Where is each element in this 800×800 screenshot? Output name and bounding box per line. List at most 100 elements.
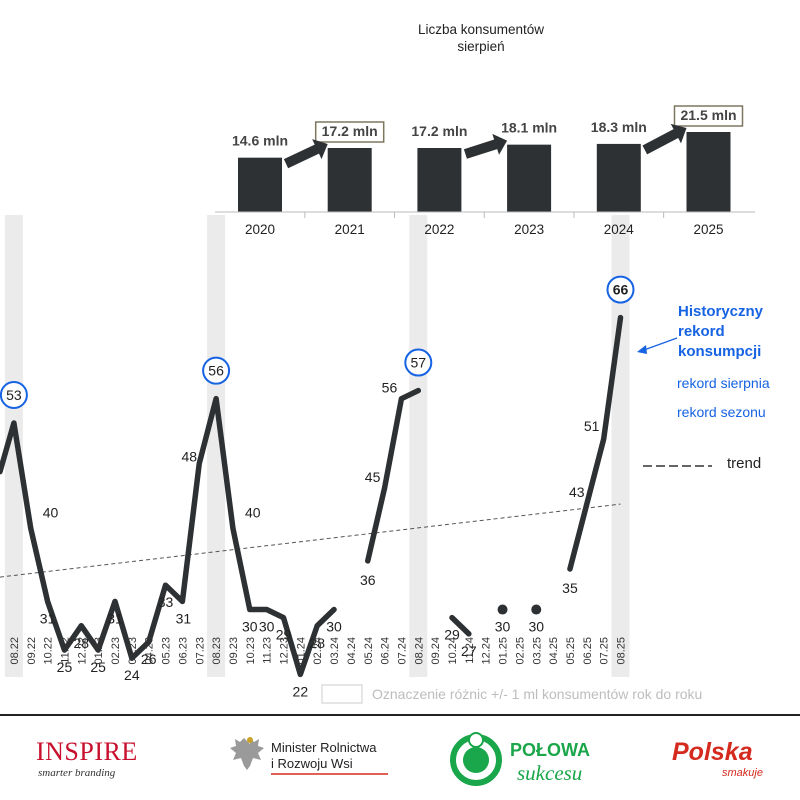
x-tick-04.24: 04.24 — [346, 637, 358, 665]
x-tick-06.24: 06.24 — [380, 637, 392, 665]
eagle-emblem-icon — [230, 737, 264, 770]
line-value-label-06.25: 43 — [569, 484, 585, 500]
bar-series: 14.6 mln 17.2 mln 17.2 mln 18.1 mln 18.3 mln… — [232, 105, 744, 212]
x-tick-02.25: 02.25 — [514, 637, 526, 665]
line-value-label-10.23: 30 — [242, 619, 258, 635]
inspire-logo: INSPIRE smarter branding — [36, 737, 138, 779]
line-value-label-02.23: 31 — [107, 610, 123, 626]
x-tick-01.24: 01.24 — [295, 637, 307, 665]
record-august-label: rekord sierpnia — [677, 375, 770, 391]
x-tick-03.24: 03.24 — [329, 637, 341, 665]
x-tick-07.25: 07.25 — [599, 637, 611, 665]
bar-category-label: 2022 — [424, 222, 454, 237]
line-value-label-03.23: 24 — [124, 667, 140, 683]
x-tick-08.24: 08.24 — [413, 637, 425, 665]
bar-2023 — [507, 144, 552, 212]
x-tick-07.23: 07.23 — [194, 637, 206, 665]
shading-legend-label: Oznaczenie różnic +/- 1 ml konsumentów r… — [372, 686, 702, 702]
bar-category-label: 2024 — [604, 222, 635, 237]
line-value-label-07.25: 51 — [584, 418, 600, 434]
record-title-line1: Historyczny — [678, 303, 764, 320]
trend-legend: trend — [643, 455, 761, 472]
x-tick-06.25: 06.25 — [582, 637, 594, 665]
bar-category-label: 2020 — [245, 222, 275, 237]
line-point-03.25 — [531, 604, 542, 615]
line-value-label-04.23: 26 — [141, 651, 157, 667]
x-tick-09.22: 09.22 — [26, 637, 38, 665]
polowa-sukcesu-logo: POŁOWA sukcesu — [450, 732, 590, 786]
bar-2024 — [596, 143, 641, 212]
bar-chart-title-line1: Liczba konsumentów — [418, 22, 544, 37]
ministry-logo: Minister Rolnictwa i Rozwoju Wsi — [230, 737, 388, 775]
line-value-label-12.23: 29 — [276, 627, 292, 643]
bar-value-label: 17.2 mln — [411, 123, 467, 139]
line-value-label-10.22: 31 — [40, 610, 56, 626]
bar-2021 — [327, 148, 372, 212]
shading-legend-swatch — [321, 684, 363, 704]
x-tick-09.24: 09.24 — [430, 637, 442, 665]
record-annotation: Historyczny rekord konsumpcji rekord sie… — [637, 303, 770, 420]
line-segment — [567, 314, 624, 572]
polska-smakuje-logo: Polska smakuje — [672, 738, 763, 779]
record-season-label: rekord sezonu — [677, 404, 766, 420]
x-tick-12.23: 12.23 — [279, 637, 291, 665]
x-tick-10.23: 10.23 — [245, 637, 257, 665]
bar-value-label: 17.2 mln — [322, 123, 378, 139]
bar-value-label: 18.1 mln — [501, 120, 557, 136]
bar-label-box — [673, 105, 744, 127]
line-value-label-02.24: 28 — [309, 635, 325, 651]
line-value-label-07.23: 48 — [181, 449, 197, 465]
x-tick-03.25: 03.25 — [531, 637, 543, 665]
line-segment — [0, 395, 337, 678]
record-arrow-head — [637, 345, 647, 354]
peak-value-08.22: 53 — [6, 387, 22, 403]
x-tick-05.24: 05.24 — [363, 637, 375, 665]
shading-legend: Oznaczenie różnic +/- 1 ml konsumentów r… — [321, 684, 702, 704]
x-tick-11.22: 11.22 — [59, 637, 71, 664]
x-tick-05.23: 05.23 — [161, 637, 173, 665]
bar-growth-arrow — [642, 123, 687, 155]
line-value-label-07.24: 56 — [382, 380, 398, 396]
x-tick-02.24: 02.24 — [312, 637, 324, 665]
inspire-logo-text: INSPIRE — [36, 737, 138, 766]
bar-2020 — [238, 157, 282, 212]
bar-2025 — [686, 132, 731, 212]
polska-logo-line1: Polska — [672, 738, 753, 766]
record-title-line2: rekord — [678, 323, 725, 340]
x-tick-11.23: 11.23 — [262, 637, 274, 664]
polowa-logo-line1: POŁOWA — [510, 740, 590, 760]
x-tick-04.23: 04.23 — [144, 637, 156, 665]
record-arrow — [643, 337, 678, 351]
x-tick-12.22: 12.22 — [76, 637, 88, 665]
ministry-logo-line1: Minister Rolnictwa — [271, 740, 377, 755]
line-value-label-06.24: 45 — [365, 469, 381, 485]
bar-growth-arrow — [463, 133, 508, 159]
bar-growth-arrow — [283, 139, 328, 169]
line-point-01.25 — [497, 604, 508, 615]
bar-value-label: 21.5 mln — [680, 107, 736, 123]
shading-08.23 — [207, 215, 226, 677]
peak-markers: 53 56 57 66 — [0, 275, 635, 409]
polska-logo-line2: smakuje — [722, 767, 763, 779]
line-value-label-05.25: 35 — [562, 580, 578, 596]
record-title-line3: konsumpcji — [678, 343, 761, 360]
line-value-label-05.24: 36 — [360, 572, 376, 588]
line-value-label-09.22: 40 — [43, 504, 59, 520]
line-series — [0, 314, 624, 678]
line-segment — [365, 387, 422, 564]
bar-axis-ticks: 2020 2021 2022 2023 2024 2025 — [245, 212, 724, 237]
ministry-logo-line2: i Rozwoju Wsi — [271, 756, 353, 771]
line-value-label-10.24: 29 — [444, 627, 460, 643]
peak-marker-08.22 — [0, 381, 28, 409]
x-tick-05.25: 05.25 — [565, 637, 577, 665]
peak-marker-08.23 — [202, 356, 231, 385]
bar-2022 — [417, 148, 462, 212]
line-value-label-03.25: 30 — [528, 619, 544, 635]
bar-category-label: 2021 — [335, 222, 365, 237]
trend-legend-label: trend — [727, 455, 761, 472]
x-tick-10.24: 10.24 — [447, 637, 459, 665]
x-tick-08.23: 08.23 — [211, 637, 223, 665]
line-value-label-09.23: 40 — [245, 504, 261, 520]
line-points — [497, 604, 542, 615]
x-tick-01.25: 01.25 — [498, 637, 510, 665]
